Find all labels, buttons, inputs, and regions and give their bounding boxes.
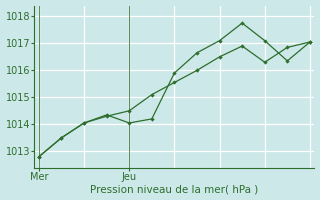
X-axis label: Pression niveau de la mer( hPa ): Pression niveau de la mer( hPa ) (90, 184, 259, 194)
